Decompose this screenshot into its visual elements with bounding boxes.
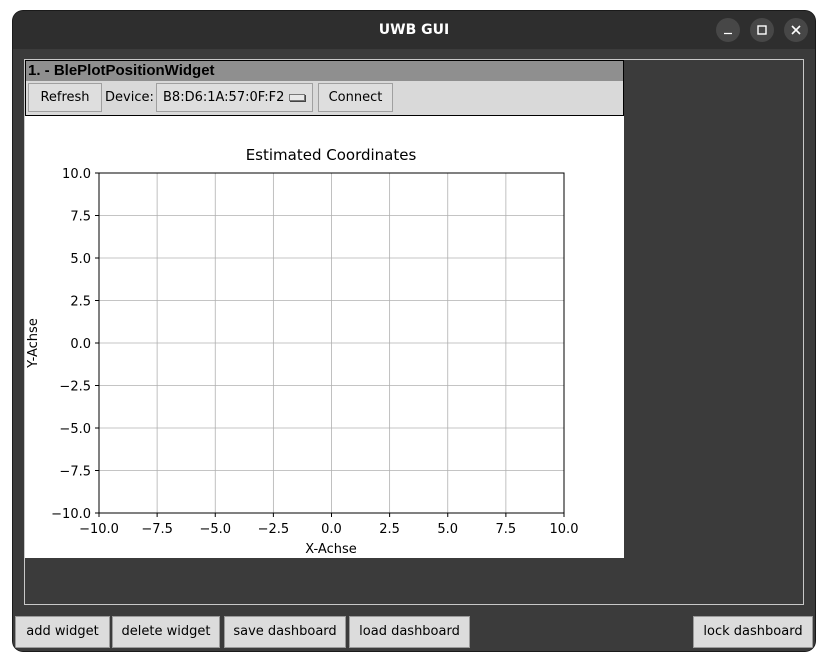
dropdown-indicator-icon — [289, 94, 305, 101]
y-tick-label: −5.0 — [59, 422, 91, 437]
close-icon — [791, 25, 801, 35]
bottom-toolbar: add widget delete widget save dashboard … — [13, 615, 815, 651]
widget-header[interactable]: 1. - BlePlotPositionWidget — [25, 60, 624, 81]
dashboard-area: 1. - BlePlotPositionWidget Refresh Devic… — [24, 59, 804, 605]
lock-dashboard-button[interactable]: lock dashboard — [693, 616, 813, 648]
connect-button[interactable]: Connect — [318, 83, 393, 112]
y-tick-label: −7.5 — [59, 465, 91, 480]
y-axis-label: Y-Achse — [26, 318, 41, 369]
y-tick-label: 0.0 — [70, 337, 91, 352]
widget-title: 1. - BlePlotPositionWidget — [28, 62, 215, 79]
y-tick-label: 10.0 — [62, 167, 91, 182]
maximize-icon — [757, 25, 767, 35]
save-dashboard-button[interactable]: save dashboard — [224, 616, 346, 648]
main-content: 1. - BlePlotPositionWidget Refresh Devic… — [13, 49, 815, 651]
window-title: UWB GUI — [378, 22, 450, 38]
y-tick-label: −10.0 — [51, 507, 91, 522]
x-axis: −10.0 −7.5 −5.0 −2.5 0.0 2.5 5.0 7.5 10.0 — [79, 513, 578, 537]
app-window: UWB GUI 1. - BlePlotPositionWidget Refre… — [13, 11, 815, 651]
ble-plot-position-widget: 1. - BlePlotPositionWidget Refresh Devic… — [25, 60, 624, 558]
y-tick-label: 5.0 — [70, 252, 91, 267]
position-chart: Estimated Coordinates −10.0 −7.5 −5.0 −2.5 0… — [26, 146, 578, 557]
x-tick-label: 7.5 — [496, 522, 517, 537]
x-tick-label: −7.5 — [141, 522, 173, 537]
chart-grid — [98, 172, 565, 514]
add-widget-button[interactable]: add widget — [15, 616, 110, 648]
x-tick-label: −5.0 — [199, 522, 231, 537]
maximize-button[interactable] — [750, 18, 774, 42]
x-tick-label: 10.0 — [550, 522, 579, 537]
x-tick-label: 0.0 — [321, 522, 342, 537]
close-button[interactable] — [784, 18, 808, 42]
minimize-icon — [724, 32, 732, 35]
refresh-button[interactable]: Refresh — [28, 83, 102, 112]
y-tick-label: 2.5 — [70, 295, 91, 310]
x-axis-label: X-Achse — [305, 542, 357, 557]
device-select-value: B8:D6:1A:57:0F:F2 — [163, 90, 285, 105]
y-axis: 10.0 7.5 5.0 2.5 0.0 −2.5 −5.0 −7.5 −10.0 — [51, 167, 99, 522]
delete-widget-button[interactable]: delete widget — [112, 616, 220, 648]
title-bar[interactable]: UWB GUI — [13, 11, 815, 49]
load-dashboard-button[interactable]: load dashboard — [349, 616, 470, 648]
y-tick-label: −2.5 — [59, 380, 91, 395]
chart-title: Estimated Coordinates — [246, 146, 417, 164]
x-tick-label: 5.0 — [437, 522, 458, 537]
y-tick-label: 7.5 — [70, 210, 91, 225]
x-tick-label: −2.5 — [258, 522, 290, 537]
device-label: Device: — [105, 90, 154, 105]
x-tick-label: −10.0 — [79, 522, 119, 537]
minimize-button[interactable] — [716, 18, 740, 42]
widget-toolbar: Refresh Device: B8:D6:1A:57:0F:F2 Connec… — [25, 81, 624, 116]
x-tick-label: 2.5 — [379, 522, 400, 537]
plot-canvas[interactable]: Estimated Coordinates −10.0 −7.5 −5.0 −2.5 0… — [25, 116, 624, 558]
device-select[interactable]: B8:D6:1A:57:0F:F2 — [156, 83, 313, 112]
